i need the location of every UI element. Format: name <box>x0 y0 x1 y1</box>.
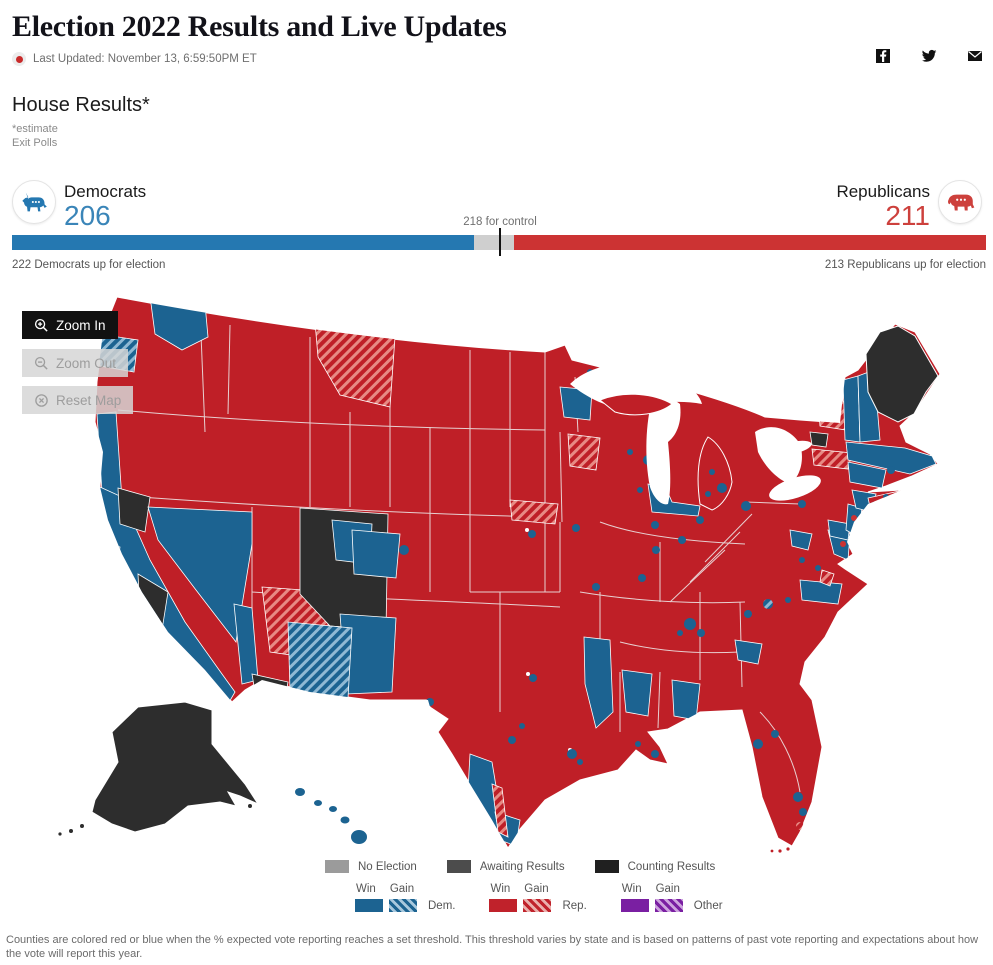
section-heading: House Results* <box>12 94 150 116</box>
share-bar <box>875 48 983 64</box>
counting-results-label: Counting Results <box>627 860 716 873</box>
other-gain-swatch <box>654 899 683 912</box>
bar-democrat-segment <box>12 235 474 250</box>
control-threshold-label: 218 for control <box>463 216 537 228</box>
magnifier-minus-icon <box>34 356 48 370</box>
seat-bar <box>12 235 986 250</box>
rep-win-swatch <box>489 899 518 912</box>
bar-undecided-segment <box>473 235 514 250</box>
awaiting-results-label: Awaiting Results <box>479 860 565 873</box>
facebook-icon[interactable] <box>875 48 891 64</box>
exit-polls-link[interactable]: Exit Polls <box>12 137 58 149</box>
new-mexico-dem-gain[interactable] <box>287 621 353 699</box>
bar-republican-segment <box>513 235 986 250</box>
dem-legend-label: Dem. <box>428 899 456 912</box>
counting-results-swatch <box>594 860 619 873</box>
control-threshold-tick <box>499 228 501 256</box>
other-win-swatch <box>620 899 649 912</box>
continental-us[interactable] <box>94 296 941 849</box>
democrats-label: Democrats <box>64 182 147 201</box>
last-updated: Last Updated: November 13, 6:59:50PM ET <box>12 52 257 66</box>
reset-x-icon <box>35 393 48 407</box>
zoom-in-button[interactable]: Zoom In <box>22 311 118 339</box>
mississippi-delta-dem[interactable] <box>583 636 614 729</box>
methodology-footnote: Counties are colored red or blue when th… <box>6 934 979 960</box>
twitter-icon[interactable] <box>921 48 937 64</box>
awaiting-results-swatch <box>446 860 471 873</box>
live-indicator-icon <box>12 52 26 66</box>
republicans-seat-count: 211 <box>885 200 930 231</box>
rep-legend-group: Win Gain Rep. <box>489 883 587 912</box>
zoom-out-button[interactable]: Zoom Out <box>22 349 129 377</box>
dem-gain-swatch <box>389 899 417 912</box>
alaska[interactable] <box>58 701 260 836</box>
dem-legend-group: Win Gain Dem. <box>355 883 456 912</box>
balance-of-power: 218 for control 222 Democrats up for ele… <box>12 216 986 272</box>
republicans-label: Republicans <box>836 182 930 201</box>
last-updated-text: Last Updated: November 13, 6:59:50PM ET <box>33 53 257 65</box>
reset-map-button[interactable]: Reset Map <box>22 386 134 414</box>
republicans-up-for-election: 213 Republicans up for election <box>824 259 986 271</box>
other-legend-label: Other <box>693 899 723 912</box>
rep-gain-swatch <box>523 899 552 912</box>
dem-win-swatch <box>355 899 383 912</box>
rep-legend-label: Rep. <box>562 899 587 912</box>
us-districts-map[interactable] <box>0 292 993 855</box>
no-election-label: No Election <box>358 860 417 873</box>
estimate-note: *estimate <box>12 123 58 135</box>
republican-elephant-icon <box>938 180 982 224</box>
email-icon[interactable] <box>967 48 983 64</box>
map-legend: No Election Awaiting Results Counting Re… <box>325 860 805 912</box>
hawaii[interactable] <box>295 788 367 844</box>
house-results-map[interactable]: Zoom In Zoom Out Reset Map <box>0 292 993 855</box>
democrats-up-for-election: 222 Democrats up for election <box>12 259 166 271</box>
magnifier-plus-icon <box>34 318 48 332</box>
page-title: Election 2022 Results and Live Updates <box>12 10 507 43</box>
democrat-donkey-icon <box>12 180 56 224</box>
democrats-seat-count: 206 <box>64 200 111 231</box>
nevada-dem[interactable] <box>147 506 253 643</box>
maine-counting[interactable] <box>865 325 939 423</box>
no-election-swatch <box>325 860 349 873</box>
other-legend-group: Win Gain Other <box>620 883 723 912</box>
